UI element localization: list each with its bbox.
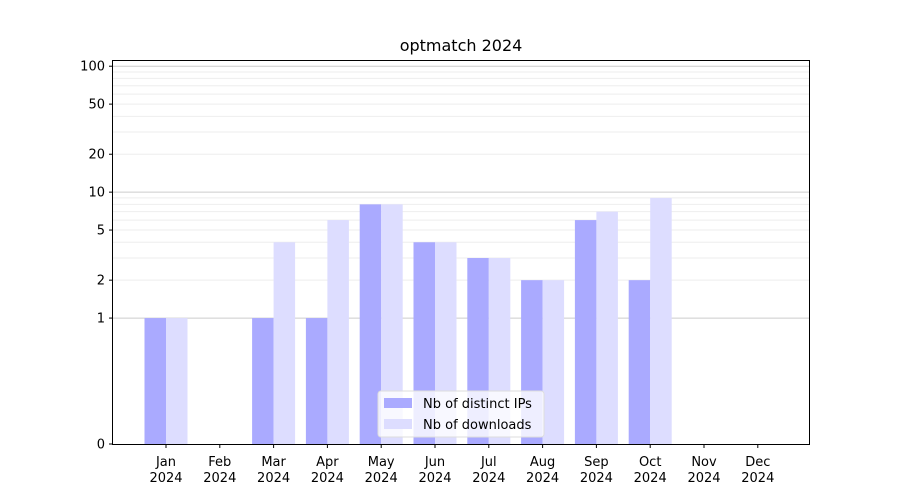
legend-label: Nb of distinct IPs <box>423 397 532 412</box>
x-tick-label: Jul 2024 <box>472 455 505 486</box>
bar-downloads <box>596 211 618 444</box>
y-axis: 0 1 2 5 10 20 50 100 <box>80 60 113 453</box>
y-tick-label: 2 <box>97 274 105 289</box>
x-tick-label: Aug 2024 <box>526 455 559 486</box>
y-tick-label: 20 <box>88 148 105 163</box>
y-tick-label: 100 <box>80 60 105 75</box>
bar-downloads <box>381 204 403 444</box>
bar-distinct-ips <box>144 318 166 444</box>
x-tick-label: May 2024 <box>365 455 398 486</box>
y-tick-label: 1 <box>97 312 105 327</box>
y-tick-label: 0 <box>97 438 105 453</box>
plot-frame <box>112 60 810 445</box>
y-tick-label: 5 <box>97 224 105 239</box>
x-tick-label: Feb 2024 <box>203 455 236 486</box>
y-tick-label: 10 <box>88 186 105 201</box>
x-tick-label: Mar 2024 <box>257 455 290 486</box>
x-tick-label: Nov 2024 <box>687 455 720 486</box>
grid-lines <box>113 65 809 319</box>
bar-distinct-ips <box>359 204 382 444</box>
bar-downloads <box>542 280 565 444</box>
legend-swatch <box>384 419 412 429</box>
y-tick-label: 50 <box>88 98 105 113</box>
bar-distinct-ips <box>252 318 274 444</box>
legend: Nb of distinct IPs Nb of downloads <box>377 390 545 438</box>
x-tick-label: Apr 2024 <box>311 455 344 486</box>
x-tick-label: Dec 2024 <box>741 455 774 486</box>
bar-downloads <box>273 242 296 444</box>
legend-box <box>377 390 545 438</box>
bar-distinct-ips <box>574 220 597 444</box>
bar-distinct-ips <box>305 318 328 444</box>
x-axis: Jan 2024 Feb 2024 Mar 2024 Apr 2024 May 2024 Jun 20… <box>149 444 774 486</box>
bar-downloads <box>327 220 349 444</box>
x-tick-label: Oct 2024 <box>634 455 667 486</box>
legend-swatch <box>384 398 412 408</box>
bar-downloads <box>166 318 188 444</box>
x-tick-label: Jan 2024 <box>149 455 182 486</box>
bar-distinct-ips <box>628 280 651 444</box>
x-tick-label: Sep 2024 <box>580 455 613 486</box>
bar-downloads <box>650 197 672 444</box>
x-tick-label: Jun 2024 <box>418 455 451 486</box>
legend-label: Nb of downloads <box>423 418 532 433</box>
chart-title: optmatch 2024 <box>400 36 523 55</box>
